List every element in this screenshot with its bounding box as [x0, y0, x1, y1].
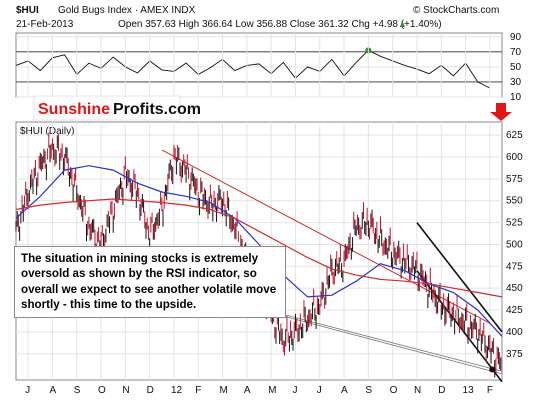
- up-arrow-icon: ▲: [398, 19, 407, 29]
- moving-average-slow: [15, 198, 503, 298]
- price-tick-label: 550: [506, 196, 523, 207]
- logo-background: [33, 95, 181, 121]
- trendline: [283, 315, 503, 375]
- x-tick-label: O: [390, 385, 398, 396]
- trendline: [416, 222, 503, 333]
- x-tick-label: N: [122, 385, 129, 396]
- price-tick-label: 375: [506, 349, 523, 360]
- moving-averages: [15, 165, 503, 337]
- index-name: Gold Bugs Index · AMEX INDX: [58, 5, 196, 16]
- price-tick-label: 500: [506, 239, 523, 250]
- oversold-arrow-icon: [490, 103, 512, 121]
- rsi-tick-label: 10: [510, 92, 522, 103]
- last-price-marker: [489, 366, 496, 373]
- x-tick-label: D: [147, 385, 154, 396]
- price-tick-label: 400: [506, 327, 523, 338]
- watermark: © StockCharts.com: [413, 5, 499, 16]
- symbol-title: $HUI: [16, 5, 39, 16]
- x-tick-label: A: [49, 385, 56, 396]
- x-tick-label: M: [220, 385, 228, 396]
- logo-sunshine: Sunshine: [38, 101, 110, 118]
- moving-average-fast: [15, 165, 503, 337]
- commentary-box: The situation in mining stocks is extrem…: [14, 246, 286, 318]
- price-tick-label: 525: [506, 218, 523, 229]
- x-tick-label: S: [74, 385, 81, 396]
- x-tick-label: S: [365, 385, 372, 396]
- x-tick-label: A: [244, 385, 251, 396]
- price-tick-label: 475: [506, 261, 523, 272]
- trendline: [283, 314, 503, 372]
- rsi-series-line: [15, 49, 491, 89]
- x-tick-label: 13: [463, 385, 475, 396]
- rsi-tick-label: 50: [510, 62, 522, 73]
- x-tick-label: J: [292, 385, 297, 396]
- price-tick-label: 575: [506, 174, 523, 185]
- price-tick-label: 625: [506, 130, 523, 141]
- x-tick-label: N: [414, 385, 421, 396]
- price-tick-label: 600: [506, 152, 523, 163]
- x-tick-label: J: [317, 385, 322, 396]
- rsi-tick-label: 70: [510, 47, 522, 58]
- logo-profits: Profits.com: [113, 101, 201, 118]
- ohlc-readout: Open 357.63 High 366.64 Low 356.88 Close…: [118, 19, 442, 30]
- x-tick-label: J: [25, 385, 30, 396]
- price-tick-label: 425: [506, 305, 523, 316]
- x-tick-label: 12: [171, 385, 183, 396]
- x-tick-label: M: [268, 385, 276, 396]
- price-panel-label: $HUI (Daily): [20, 126, 74, 137]
- date-label: 21-Feb-2013: [16, 19, 74, 30]
- x-tick-label: O: [98, 385, 106, 396]
- rsi-tick-label: 30: [510, 77, 522, 88]
- x-tick-label: F: [487, 385, 493, 396]
- rsi-tick-label: 90: [510, 32, 522, 43]
- x-axis: J A S O N D 12 F M A M J J A S O N D 13 F: [25, 385, 493, 396]
- x-tick-label: F: [195, 385, 201, 396]
- x-tick-label: D: [438, 385, 445, 396]
- x-tick-label: A: [341, 385, 348, 396]
- price-tick-label: 450: [506, 283, 523, 294]
